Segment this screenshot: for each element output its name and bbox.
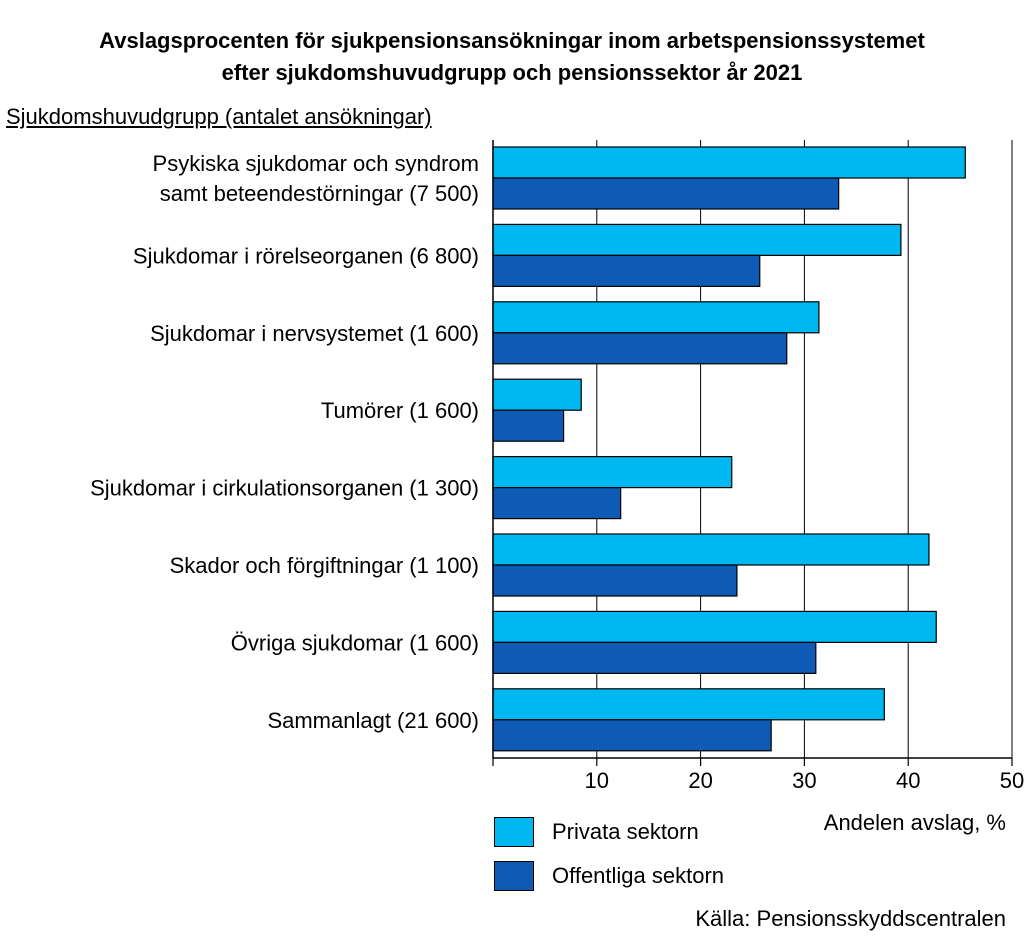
bar-chart: Psykiska sjukdomar och syndrom samt betee… xyxy=(90,140,1024,793)
category-label-4: Sjukdomar i cirkulationsorganen (1 300) xyxy=(90,476,479,501)
source-note: Källa: Pensionsskyddscentralen xyxy=(695,906,1006,931)
category-label-6: Övriga sjukdomar (1 600) xyxy=(231,630,479,655)
x-tick-label-40: 40 xyxy=(896,768,920,793)
bar-private-0 xyxy=(492,146,966,179)
bar-public-2 xyxy=(492,332,788,365)
bar-public-5 xyxy=(492,564,738,597)
bar-public-4 xyxy=(492,487,622,520)
legend-swatch-private xyxy=(494,817,534,847)
x-tick-label-50: 50 xyxy=(1000,768,1024,793)
chart-title-line-1: Avslagsprocenten för sjukpensionsansökni… xyxy=(99,28,925,53)
legend-label-private: Privata sektorn xyxy=(552,819,699,844)
x-tick-label-30: 30 xyxy=(792,768,816,793)
bar-private-5 xyxy=(492,533,930,566)
category-label-3: Tumörer (1 600) xyxy=(321,398,479,423)
legend-label-public: Offentliga sektorn xyxy=(552,863,725,888)
category-label-0-0: Psykiska sjukdomar och syndrom xyxy=(153,151,479,176)
category-label-7: Sammanlagt (21 600) xyxy=(267,708,479,733)
bar-public-6 xyxy=(492,641,817,675)
category-label-0-1: samt beteendestörningar (7 500) xyxy=(160,181,479,206)
legend-item-public: Offentliga sektorn xyxy=(494,860,724,892)
bar-private-2 xyxy=(492,301,820,334)
category-label-1: Sjukdomar i rörelseorganen (6 800) xyxy=(133,243,479,268)
chart-title-line-2: efter sjukdomshuvudgrupp och pensionssek… xyxy=(221,60,803,85)
legend-swatch-public xyxy=(494,861,534,891)
bar-private-3 xyxy=(492,378,582,411)
bar-public-7 xyxy=(492,719,772,752)
legend-item-private: Privata sektorn xyxy=(494,816,699,848)
category-label-5: Skador och förgiftningar (1 100) xyxy=(170,553,479,578)
x-axis-title: Andelen avslag, % xyxy=(823,810,1006,835)
bar-private-4 xyxy=(492,456,733,489)
bar-private-1 xyxy=(492,223,902,256)
bar-public-1 xyxy=(492,254,761,287)
bar-public-3 xyxy=(492,409,565,442)
bar-public-0 xyxy=(492,177,840,210)
category-label-2: Sjukdomar i nervsystemet (1 600) xyxy=(150,321,479,346)
bar-private-6 xyxy=(492,610,937,644)
x-tick-label-20: 20 xyxy=(688,768,712,793)
bar-private-7 xyxy=(492,688,885,721)
category-axis-heading: Sjukdomshuvudgrupp (antalet ansökningar) xyxy=(6,104,432,129)
x-tick-label-10: 10 xyxy=(585,768,609,793)
